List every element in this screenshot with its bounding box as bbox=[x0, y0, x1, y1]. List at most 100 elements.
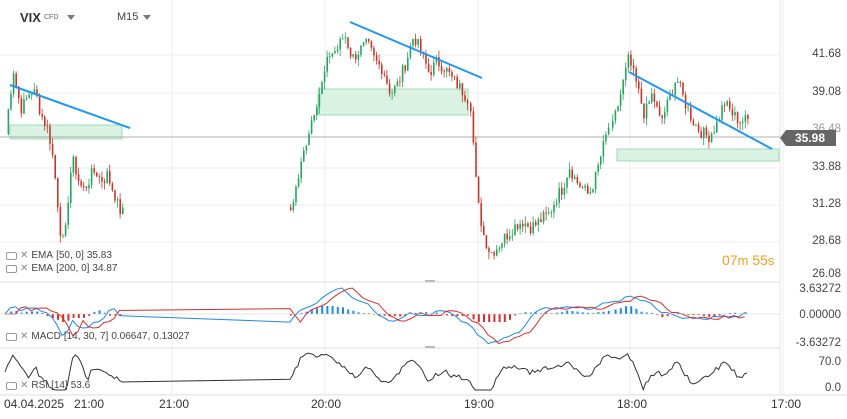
rsi-tick: 0.0 bbox=[825, 382, 841, 394]
macd-histogram-bar bbox=[326, 306, 329, 314]
rsi-label: RSI bbox=[31, 380, 49, 391]
candle-body bbox=[540, 219, 542, 223]
candle-body bbox=[303, 150, 305, 162]
candle-body bbox=[589, 192, 592, 194]
macd-histogram-bar bbox=[597, 312, 600, 314]
candle-body bbox=[627, 54, 630, 68]
macd-histogram-bar bbox=[713, 314, 716, 318]
ema50-label: EMA bbox=[31, 250, 54, 261]
macd-legend[interactable]: ✕ MACD [14, 30, 7] 0.06647, 0.13027 bbox=[6, 331, 189, 342]
timeframe-label[interactable]: M15 bbox=[117, 11, 139, 23]
macd-histogram-bar bbox=[399, 314, 402, 317]
symbol-label[interactable]: VIX bbox=[20, 10, 41, 25]
visibility-icon[interactable] bbox=[6, 264, 17, 273]
price-tick: 31.28 bbox=[812, 198, 841, 210]
macd-histogram-bar bbox=[446, 314, 448, 316]
candle-body bbox=[480, 202, 482, 226]
candle-body bbox=[602, 141, 605, 157]
close-icon[interactable]: ✕ bbox=[20, 380, 29, 391]
macd-histogram-bar bbox=[651, 312, 653, 314]
macd-line bbox=[5, 287, 745, 345]
instrument-type-label: CFD bbox=[44, 14, 59, 21]
candle-body bbox=[669, 94, 671, 100]
macd-histogram-bar bbox=[661, 314, 664, 318]
candle-body bbox=[477, 176, 480, 203]
candle-body bbox=[713, 132, 715, 134]
macd-histogram-bar bbox=[77, 314, 80, 318]
candle-body bbox=[336, 49, 339, 52]
candle-body bbox=[381, 64, 383, 74]
macd-histogram-bar bbox=[51, 314, 54, 319]
macd-histogram-bar bbox=[25, 311, 28, 314]
candle-body bbox=[310, 120, 313, 134]
candle-body bbox=[93, 168, 95, 173]
macd-histogram-bar bbox=[342, 307, 344, 314]
macd-histogram-bar bbox=[677, 312, 679, 314]
candle-body bbox=[731, 109, 734, 116]
candle-body bbox=[51, 143, 54, 156]
candle-body bbox=[630, 54, 632, 66]
price-tick: 26.08 bbox=[812, 268, 841, 280]
candle-body bbox=[28, 94, 30, 99]
candle-body bbox=[49, 126, 51, 144]
candle-body bbox=[574, 177, 576, 179]
macd-histogram-bar bbox=[114, 314, 117, 316]
candle-body bbox=[632, 65, 635, 69]
ema50-legend[interactable]: ✕ EMA [50, 0] 35.83 bbox=[6, 250, 112, 261]
candle-body bbox=[514, 224, 516, 236]
candle-body bbox=[519, 223, 521, 230]
macd-histogram-bar bbox=[290, 314, 292, 316]
candle-body bbox=[59, 207, 62, 236]
macd-histogram-bar bbox=[352, 310, 355, 314]
candle-body bbox=[83, 185, 85, 188]
candle-body bbox=[496, 249, 498, 256]
candle-body bbox=[10, 93, 12, 110]
candle-body bbox=[122, 207, 124, 214]
visibility-icon[interactable] bbox=[6, 381, 17, 390]
macd-histogram-bar bbox=[456, 314, 459, 317]
macd-histogram-bar bbox=[331, 306, 334, 314]
candle-body bbox=[674, 83, 676, 96]
panel-resize-handle bbox=[425, 280, 435, 282]
candle-body bbox=[703, 127, 705, 139]
candle-body bbox=[90, 168, 93, 185]
rsi-legend[interactable]: ✕ RSI [14] 53.6 bbox=[6, 380, 90, 391]
candle-body bbox=[440, 66, 443, 72]
macd-histogram-bar bbox=[625, 306, 627, 314]
candle-body bbox=[723, 105, 726, 107]
macd-histogram-bar bbox=[336, 307, 339, 314]
candle-body bbox=[625, 67, 627, 81]
close-icon[interactable]: ✕ bbox=[20, 331, 29, 342]
candle-body bbox=[7, 109, 10, 135]
candle-body bbox=[15, 73, 17, 87]
candle-body bbox=[607, 127, 610, 135]
macd-histogram-bar bbox=[67, 314, 70, 321]
candle-body bbox=[548, 212, 550, 214]
candle-body bbox=[425, 53, 427, 64]
macd-histogram-bar bbox=[514, 314, 517, 316]
candle-body bbox=[12, 73, 15, 94]
candle-body bbox=[72, 156, 75, 173]
candle-body bbox=[697, 124, 700, 132]
rsi-value: 53.6 bbox=[70, 380, 91, 391]
visibility-icon[interactable] bbox=[6, 332, 17, 341]
visibility-icon[interactable] bbox=[6, 251, 17, 260]
ema200-legend[interactable]: ✕ EMA [200, 0] 34.87 bbox=[6, 263, 117, 274]
candle-body bbox=[563, 187, 566, 195]
time-tick: 21:00 bbox=[159, 397, 190, 411]
grid-lines bbox=[0, 0, 784, 395]
macd-histogram-bar bbox=[607, 310, 610, 314]
macd-histogram-bar bbox=[493, 314, 496, 322]
macd-histogram-bar bbox=[708, 314, 711, 317]
candle-body bbox=[326, 56, 328, 72]
timeframe-dropdown-icon[interactable] bbox=[143, 15, 151, 20]
countdown-minutes: 07 bbox=[722, 252, 738, 268]
symbol-dropdown-icon[interactable] bbox=[67, 15, 75, 20]
macd-histogram-bar bbox=[566, 310, 569, 314]
close-icon[interactable]: ✕ bbox=[20, 250, 29, 261]
candle-body bbox=[116, 199, 119, 201]
close-icon[interactable]: ✕ bbox=[20, 263, 29, 274]
candle-body bbox=[388, 83, 391, 94]
candle-body bbox=[537, 219, 540, 226]
